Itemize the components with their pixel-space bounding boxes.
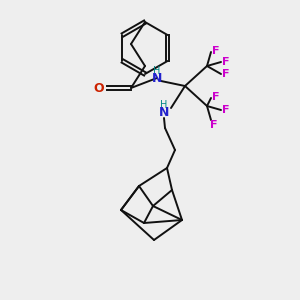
- Text: F: F: [222, 105, 230, 115]
- Text: H: H: [160, 100, 168, 110]
- Text: F: F: [212, 46, 220, 56]
- Text: F: F: [212, 92, 220, 102]
- Text: F: F: [222, 57, 230, 67]
- Text: H: H: [153, 66, 161, 76]
- Text: F: F: [210, 120, 218, 130]
- Text: N: N: [159, 106, 169, 119]
- Text: F: F: [222, 69, 230, 79]
- Text: N: N: [152, 73, 162, 85]
- Text: O: O: [94, 82, 104, 94]
